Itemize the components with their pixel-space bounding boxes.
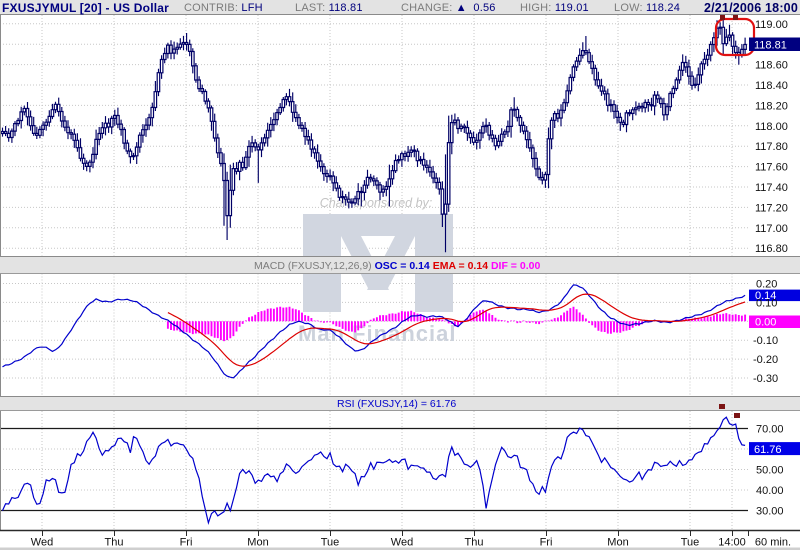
svg-text:70.00: 70.00 (756, 424, 784, 436)
svg-text:-0.30: -0.30 (753, 373, 778, 385)
svg-text:119.00: 119.00 (755, 19, 788, 31)
svg-text:Tue: Tue (321, 537, 340, 549)
svg-text:Mon: Mon (607, 537, 628, 549)
svg-text:118.40: 118.40 (755, 80, 788, 92)
svg-text:Wed: Wed (31, 537, 53, 549)
svg-text:0.14: 0.14 (755, 290, 776, 302)
svg-text:Wed: Wed (391, 537, 413, 549)
svg-text:0.10: 0.10 (756, 297, 777, 309)
svg-text:118.00: 118.00 (755, 121, 788, 133)
svg-text:60 min.: 60 min. (755, 537, 791, 549)
svg-text:118.81: 118.81 (754, 39, 787, 51)
svg-text:Tue: Tue (681, 537, 700, 549)
svg-text:-0.20: -0.20 (753, 354, 778, 366)
svg-text:Thu: Thu (465, 537, 484, 549)
svg-text:Fri: Fri (180, 537, 193, 549)
svg-text:Thu: Thu (105, 537, 124, 549)
svg-text:61.76: 61.76 (754, 444, 782, 456)
svg-text:0.20: 0.20 (756, 279, 777, 291)
svg-text:117.40: 117.40 (755, 182, 788, 194)
svg-text:50.00: 50.00 (756, 465, 784, 477)
svg-text:117.60: 117.60 (755, 162, 788, 174)
svg-text:-0.10: -0.10 (753, 335, 778, 347)
svg-text:0.00: 0.00 (755, 317, 776, 329)
svg-text:30.00: 30.00 (756, 506, 784, 518)
svg-text:Mon: Mon (247, 537, 268, 549)
svg-text:117.80: 117.80 (755, 141, 788, 153)
svg-text:Fri: Fri (540, 537, 553, 549)
svg-text:40.00: 40.00 (756, 485, 784, 497)
svg-text:116.80: 116.80 (755, 243, 788, 255)
svg-text:117.00: 117.00 (755, 223, 788, 235)
svg-text:118.20: 118.20 (755, 100, 788, 112)
svg-text:14:00: 14:00 (718, 537, 746, 549)
svg-text:117.20: 117.20 (755, 202, 788, 214)
svg-text:Chart sponsored by:: Chart sponsored by: (320, 196, 433, 210)
svg-text:118.60: 118.60 (755, 60, 788, 72)
